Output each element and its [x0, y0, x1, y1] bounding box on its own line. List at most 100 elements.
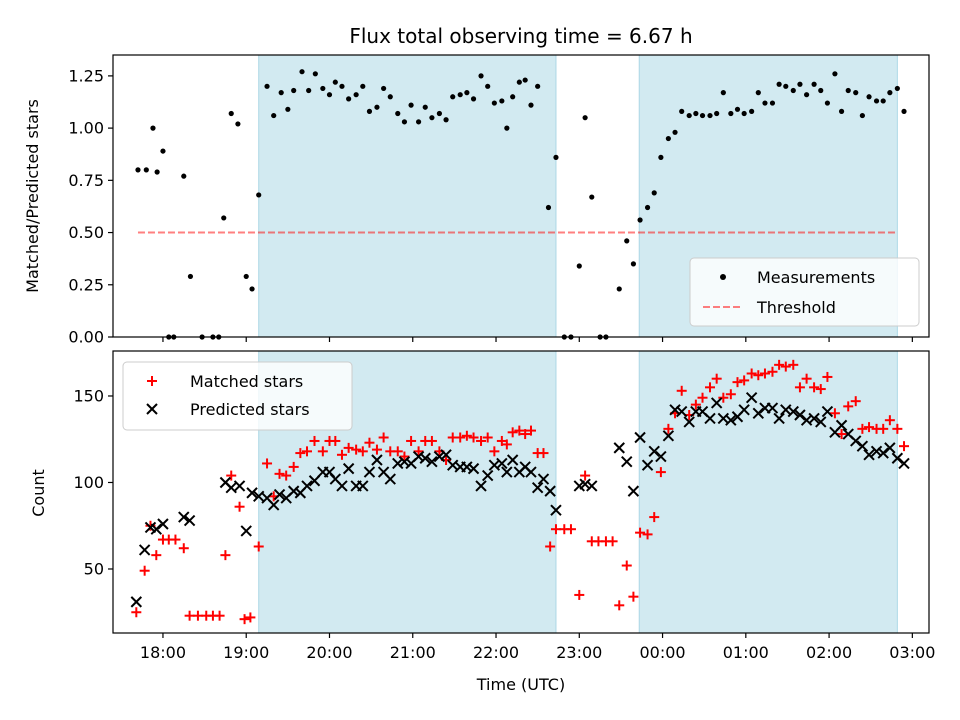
measurement-point	[339, 83, 345, 89]
matched-stars-point	[262, 458, 273, 469]
matched-stars-point	[501, 439, 512, 450]
top-axes-frame	[112, 54, 930, 338]
predicted-stars-point	[752, 407, 765, 419]
measurement-point	[714, 110, 720, 117]
predicted-stars-point	[336, 480, 348, 492]
matched-stars-point	[794, 382, 805, 393]
predicted-stars-point	[363, 466, 376, 478]
matched-stars-point	[226, 470, 237, 481]
matched-stars-point	[245, 612, 256, 623]
matched-stars-point	[489, 446, 500, 457]
predicted-stars-point-b	[392, 457, 404, 470]
measurement-point	[415, 119, 422, 125]
matched-stars-point	[780, 361, 791, 372]
predicted-stars-point-b	[461, 461, 473, 473]
x-tick-label: 22:00	[473, 643, 519, 662]
bottom-legend: Matched stars Predicted stars	[122, 361, 353, 431]
measurement-point	[894, 85, 900, 92]
measurement-point	[624, 238, 630, 244]
predicted-stars-point-b	[336, 480, 348, 492]
predicted-stars-point-b	[579, 478, 591, 490]
predicted-stars-point-b	[815, 416, 827, 428]
matched-stars-point	[718, 392, 729, 403]
bottom-y-tick-label: 50	[84, 559, 104, 578]
predicted-stars-point-b	[323, 466, 336, 478]
matched-stars-point	[746, 368, 757, 379]
measurement-point	[491, 100, 497, 106]
matched-stars-point	[836, 429, 847, 440]
legend-predicted-label: Predicted stars	[190, 400, 310, 419]
matched-stars-point	[815, 384, 826, 395]
measurement-point	[457, 92, 463, 98]
predicted-stars-point	[675, 405, 688, 418]
predicted-stars-point	[877, 447, 889, 459]
bottom-observing-window-1	[638, 350, 898, 634]
predicted-stars-point-b	[219, 476, 232, 489]
predicted-stars-point-b	[287, 485, 300, 497]
predicted-stars-point	[669, 404, 681, 416]
predicted-stars-point	[301, 480, 313, 492]
measurement-point	[143, 167, 149, 173]
matched-stars-point	[295, 448, 306, 459]
predicted-stars-point-b	[384, 473, 396, 485]
predicted-stars-point-b	[648, 445, 660, 458]
predicted-stars-point	[725, 414, 737, 426]
matched-stars-point	[274, 468, 285, 479]
predicted-stars-point	[130, 596, 143, 608]
predicted-stars-point	[178, 511, 190, 523]
predicted-stars-point	[481, 469, 494, 482]
measurement-point	[522, 77, 528, 83]
figure-title: Flux total observing time = 6.67 h	[349, 24, 692, 48]
matched-stars-point	[426, 435, 437, 446]
measurement-point	[353, 92, 359, 98]
top-observing-window-0	[258, 54, 557, 338]
predicted-stars-point	[745, 392, 758, 404]
measurement-point	[306, 87, 312, 94]
matched-stars-point	[253, 541, 264, 552]
predicted-stars-point-b	[138, 544, 151, 556]
predicted-stars-point	[308, 475, 321, 487]
predicted-stars-point-b	[842, 428, 854, 440]
predicted-stars-point-b	[794, 409, 806, 421]
predicted-stars-point-b	[519, 461, 531, 473]
measurement-point	[326, 92, 333, 98]
matched-stars-point	[151, 550, 162, 561]
measurement-point	[658, 154, 664, 160]
measurement-point	[824, 100, 831, 106]
predicted-stars-point-b	[634, 431, 646, 444]
matched-stars-point	[753, 370, 764, 381]
matched-stars-point	[884, 415, 895, 426]
predicted-stars-point	[525, 466, 537, 478]
predicted-stars-point-b	[544, 485, 556, 497]
measurement-point	[665, 135, 671, 142]
measurement-point	[734, 106, 741, 112]
measurement-point	[528, 102, 534, 108]
measurement-point	[762, 100, 768, 106]
measurement-point	[535, 83, 541, 89]
measurement-point	[360, 83, 366, 89]
measurement-point	[299, 69, 305, 75]
predicted-stars-point	[550, 504, 562, 516]
predicted-stars-point-b	[183, 514, 196, 527]
matched-stars-point	[899, 441, 910, 452]
predicted-stars-point-b	[725, 414, 737, 426]
bottom-axes-frame	[112, 350, 930, 634]
measurement-point	[235, 121, 241, 127]
matched-stars-point	[139, 565, 150, 576]
measurement-point	[589, 194, 595, 200]
predicted-stars-point-b	[157, 518, 169, 530]
predicted-stars-point-b	[627, 485, 640, 497]
predicted-stars-point-b	[496, 457, 508, 470]
measurement-point	[264, 83, 270, 89]
bottom-y-tick-label: 100	[73, 473, 104, 492]
measurement-point	[755, 90, 761, 96]
measurement-point	[776, 81, 782, 87]
predicted-stars-point	[496, 457, 508, 470]
predicted-stars-point-b	[398, 456, 411, 468]
predicted-stars-point-b	[613, 442, 625, 454]
measurement-point	[707, 112, 713, 119]
measurement-point	[873, 98, 880, 104]
measurement-point	[243, 273, 249, 280]
matched-stars-point	[288, 461, 299, 472]
